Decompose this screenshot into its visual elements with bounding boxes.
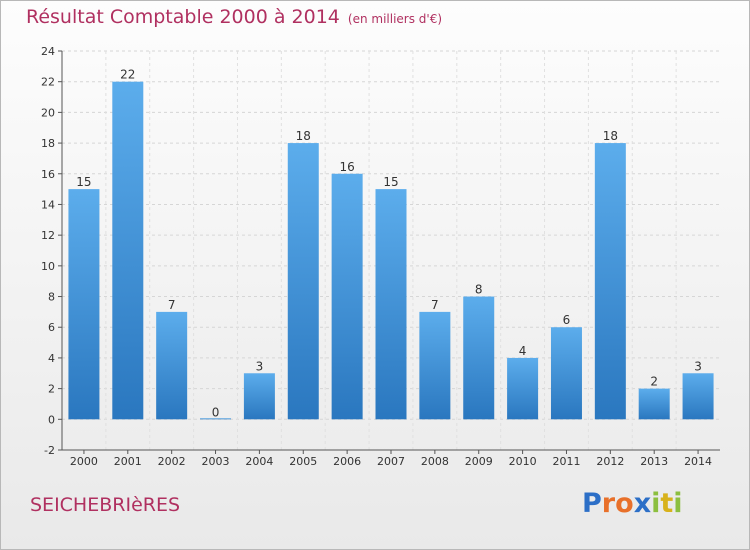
y-tick-label: 24 [41, 45, 55, 58]
y-tick-label: 16 [41, 168, 55, 181]
bar [419, 311, 451, 420]
labels: -202468101214161820222415200022200172002… [41, 45, 712, 468]
bar [331, 173, 363, 420]
y-tick-label: 20 [41, 106, 55, 119]
x-tick-label: 2013 [640, 455, 668, 468]
chart-title: Résultat Comptable 2000 à 2014 (en millie… [26, 6, 442, 28]
x-tick-label: 2012 [596, 455, 624, 468]
logo-letter: o [615, 488, 634, 519]
data-label: 16 [339, 160, 354, 174]
x-tick-label: 2000 [70, 455, 98, 468]
bar [112, 81, 144, 420]
data-label: 6 [563, 313, 571, 327]
data-label: 15 [76, 175, 91, 189]
logo-letter: i [651, 488, 661, 519]
bar [68, 189, 100, 420]
data-label: 18 [296, 129, 311, 143]
y-tick-label: 8 [48, 291, 55, 304]
logo-letter: P [582, 488, 602, 519]
x-tick-label: 2003 [202, 455, 230, 468]
chart-title-text: Résultat Comptable 2000 à 2014 [26, 6, 340, 28]
logo-letter: t [660, 488, 674, 519]
y-tick-label: 0 [48, 413, 55, 426]
x-tick-label: 2014 [684, 455, 712, 468]
x-tick-label: 2011 [552, 455, 580, 468]
data-label: 3 [256, 359, 264, 373]
proxiti-logo: Proxiti [582, 488, 683, 519]
y-tick-label: 12 [41, 229, 55, 242]
bar [375, 189, 407, 420]
x-tick-label: 2006 [333, 455, 361, 468]
bars [68, 81, 714, 420]
chart-subtitle: (en milliers d'€) [347, 12, 443, 26]
bar [463, 296, 495, 420]
logo-letter: x [633, 488, 652, 519]
x-tick-label: 2004 [245, 455, 273, 468]
data-label: 2 [650, 375, 658, 389]
logo-letter: i [673, 488, 683, 519]
bar [243, 373, 275, 420]
y-tick-label: 4 [48, 352, 55, 365]
data-label: 7 [168, 298, 176, 312]
x-tick-label: 2010 [509, 455, 537, 468]
logo-letter: r [601, 488, 616, 519]
y-tick-label: 6 [48, 321, 55, 334]
bar [200, 418, 232, 420]
x-tick-label: 2009 [465, 455, 493, 468]
data-label: 8 [475, 283, 483, 297]
data-label: 7 [431, 298, 439, 312]
bar [156, 311, 188, 420]
y-tick-label: -2 [44, 444, 55, 457]
data-label: 3 [694, 359, 702, 373]
bar [550, 327, 582, 420]
y-tick-label: 10 [41, 260, 55, 273]
data-label: 4 [519, 344, 527, 358]
x-tick-label: 2007 [377, 455, 405, 468]
bar [638, 388, 670, 420]
axes [58, 50, 720, 454]
y-tick-label: 2 [48, 383, 55, 396]
y-tick-label: 14 [41, 198, 55, 211]
town-name: SEICHEBRIèRES [30, 494, 181, 516]
data-label: 22 [120, 68, 135, 82]
bar [287, 143, 319, 420]
data-label: 18 [603, 129, 618, 143]
data-label: 15 [383, 175, 398, 189]
bar [507, 357, 539, 420]
x-tick-label: 2008 [421, 455, 449, 468]
x-tick-label: 2005 [289, 455, 317, 468]
bar [594, 143, 626, 420]
data-label: 0 [212, 405, 220, 419]
bar [682, 373, 714, 420]
y-tick-label: 18 [41, 137, 55, 150]
x-tick-label: 2001 [114, 455, 142, 468]
y-tick-label: 22 [41, 76, 55, 89]
x-tick-label: 2002 [158, 455, 186, 468]
